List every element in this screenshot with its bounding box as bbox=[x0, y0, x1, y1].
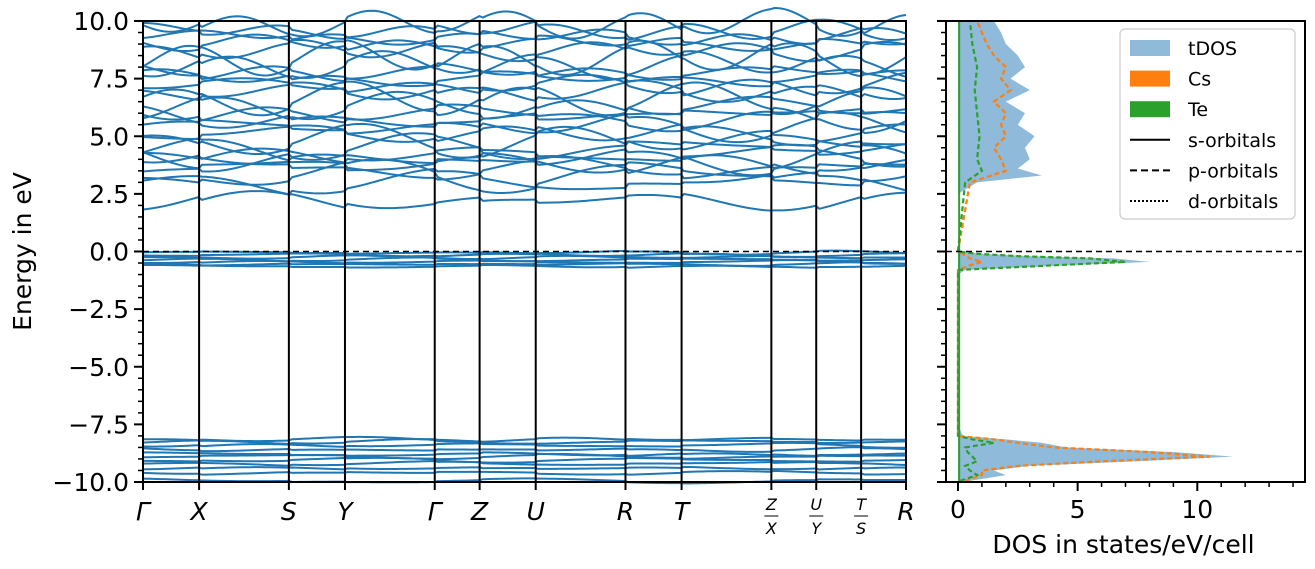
band-line bbox=[142, 38, 907, 63]
kpoint-label: U bbox=[527, 497, 545, 526]
band-line bbox=[142, 7, 907, 40]
band-line bbox=[142, 50, 907, 81]
legend-swatch bbox=[1130, 70, 1170, 87]
band-line bbox=[142, 469, 907, 476]
kpoint-label-denominator: S bbox=[856, 519, 866, 538]
band-line bbox=[142, 435, 906, 443]
y-tick-label: 10.0 bbox=[73, 7, 129, 36]
kpoint-label-numerator: Z bbox=[765, 495, 778, 514]
band-line bbox=[142, 158, 907, 194]
band-line bbox=[142, 90, 907, 121]
kpoint-label: Γ bbox=[428, 497, 444, 526]
band-line bbox=[142, 465, 907, 471]
band-line bbox=[142, 167, 907, 196]
band-line bbox=[142, 79, 907, 103]
band-line bbox=[142, 451, 907, 457]
dos-x-tick-label: 0 bbox=[950, 495, 966, 524]
y-tick-label: 7.5 bbox=[89, 65, 129, 94]
band-line bbox=[142, 122, 907, 159]
band-line bbox=[142, 460, 907, 467]
band-line bbox=[142, 446, 907, 453]
kpoint-label: R bbox=[617, 497, 634, 526]
band-line bbox=[142, 249, 907, 256]
y-tick-label: 2.5 bbox=[89, 180, 129, 209]
y-tick-label: −7.5 bbox=[68, 410, 129, 439]
band-line bbox=[142, 123, 907, 147]
kpoint-label: T bbox=[674, 497, 691, 526]
dos-panel: 0 5 10 DOS in states/eV/cell tDOS Cs Te s-orb… bbox=[937, 20, 1306, 559]
y-tick-label: −10.0 bbox=[52, 468, 129, 497]
kpoint-label-numerator: T bbox=[856, 495, 867, 514]
dos-x-tick-label: 10 bbox=[1181, 495, 1213, 524]
dos-line-te bbox=[956, 20, 1126, 482]
kpoint-label: Γ bbox=[136, 497, 152, 526]
dos-fill-tdos bbox=[957, 21, 1234, 481]
kpoint-label: R bbox=[897, 497, 914, 526]
band-line bbox=[142, 456, 907, 464]
kpoint-label: Z bbox=[470, 497, 489, 526]
dos-x-tick-label: 5 bbox=[1070, 495, 1086, 524]
kpoint-label: S bbox=[281, 497, 297, 526]
band-line bbox=[142, 143, 907, 168]
y-tick-label: −5.0 bbox=[68, 353, 129, 382]
band-line bbox=[142, 103, 907, 124]
kpoint-label: X bbox=[189, 497, 209, 526]
band-line bbox=[142, 438, 907, 445]
legend-label: d-orbitals bbox=[1188, 191, 1278, 213]
band-line bbox=[142, 132, 907, 162]
dos-x-axis-label: DOS in states/eV/cell bbox=[992, 530, 1254, 559]
kpoint-label-denominator: Y bbox=[811, 519, 822, 538]
kpoint-label: Y bbox=[337, 497, 354, 526]
dos-line-cs bbox=[956, 20, 1210, 482]
band-line bbox=[142, 33, 907, 54]
y-axis-label: Energy in eV bbox=[8, 172, 37, 331]
legend-swatch bbox=[1130, 101, 1170, 118]
legend-label: s-orbitals bbox=[1188, 130, 1276, 152]
dos-x-axis-ticks: 0 5 10 bbox=[950, 482, 1294, 524]
legend-label: Te bbox=[1187, 99, 1208, 121]
y-tick-label: −2.5 bbox=[68, 295, 129, 324]
y-tick-label: 0.0 bbox=[89, 238, 129, 267]
band-line bbox=[142, 71, 907, 97]
legend-label: tDOS bbox=[1188, 38, 1237, 60]
band-line bbox=[142, 190, 907, 212]
legend-label: p-orbitals bbox=[1188, 160, 1278, 182]
legend-swatch bbox=[1130, 40, 1170, 56]
kpoint-label-denominator: X bbox=[765, 519, 778, 538]
y-axis-ticks: 10.0 7.5 5.0 2.5 0.0 −2.5 −5.0 −7.5 −10.0 bbox=[52, 7, 143, 497]
band-lines bbox=[142, 7, 907, 485]
dos-legend: tDOS Cs Te s-orbitals p-orbitals d-orbitals bbox=[1119, 28, 1296, 220]
band-line bbox=[142, 39, 907, 78]
kpoint-label-numerator: U bbox=[810, 495, 822, 514]
band-line bbox=[142, 261, 907, 267]
band-line bbox=[142, 263, 907, 269]
band-line bbox=[142, 111, 907, 144]
band-line bbox=[142, 452, 907, 461]
band-line bbox=[142, 62, 907, 83]
band-line bbox=[142, 256, 907, 263]
dos-y-axis-ticks bbox=[937, 20, 946, 483]
legend-label: Cs bbox=[1188, 69, 1211, 91]
band-line bbox=[142, 27, 907, 47]
band-line bbox=[142, 140, 907, 177]
y-tick-label: 5.0 bbox=[89, 122, 129, 151]
